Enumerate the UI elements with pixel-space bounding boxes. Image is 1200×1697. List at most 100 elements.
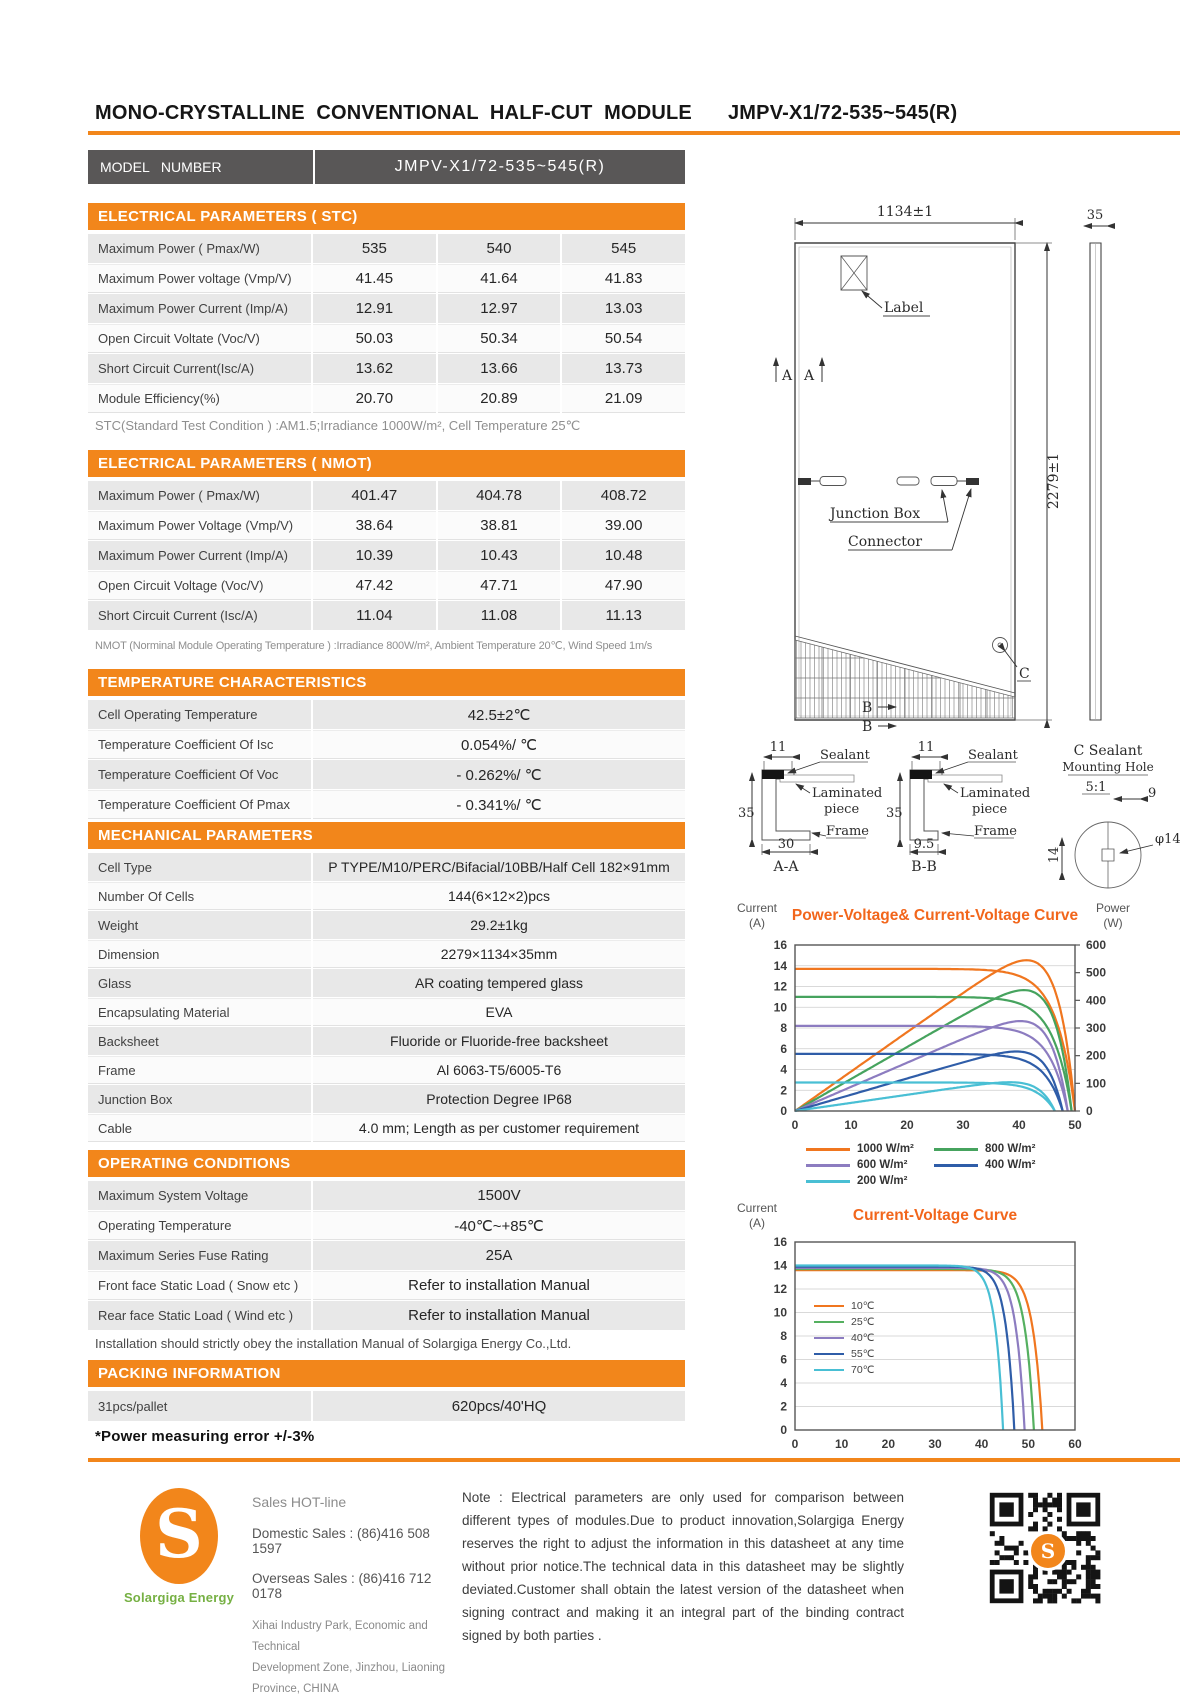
row-label: Encapsulating Material [88, 998, 311, 1026]
svg-text:Frame: Frame [974, 824, 1017, 839]
section-a-a: 11 Sealant Laminated piece 35 Frame 30 A… [738, 740, 882, 875]
connector-left [798, 478, 811, 485]
svg-text:0: 0 [780, 1104, 787, 1118]
power-error-note: *Power measuring error +/-3% [95, 1428, 315, 1445]
company-logo: S Solargiga Energy [114, 1488, 244, 1605]
svg-text:(W): (W) [1103, 916, 1122, 930]
svg-text:Sealant: Sealant [820, 748, 871, 763]
legend-label: 400 W/m² [985, 1159, 1036, 1171]
legend-item: 40℃ [814, 1332, 874, 1344]
row-value: 38.64 [313, 511, 436, 540]
row-label: Maximum Power Voltage (Vmp/V) [88, 511, 311, 540]
row-label: Module Efficiency(%) [88, 384, 311, 413]
svg-text:0: 0 [792, 1437, 799, 1451]
table-row: Maximum Power ( Pmax/W) 535 540 545 [88, 234, 686, 263]
row-label: Front face Static Load ( Snow etc ) [88, 1271, 311, 1300]
legend-swatch [814, 1321, 844, 1323]
row-label: Maximum Power ( Pmax/W) [88, 234, 311, 263]
svg-text:Mounting Hole: Mounting Hole [1062, 760, 1153, 774]
footer-divider [88, 1458, 1180, 1462]
address-line: Xihai Industry Park, Economic and Techni… [252, 1620, 428, 1653]
svg-text:14: 14 [774, 1259, 788, 1273]
svg-text:A-A: A-A [773, 859, 800, 875]
table-row: Maximum Series Fuse Rating 25A [88, 1241, 685, 1270]
row-value: 4.0 mm; Length as per customer requireme… [313, 1114, 685, 1142]
row-label: Backsheet [88, 1027, 311, 1055]
row-value: 620pcs/40'HQ [313, 1391, 685, 1421]
row-value: 50.34 [437, 324, 561, 353]
svg-text:0: 0 [792, 1118, 799, 1132]
table-row: Temperature Coefficient Of Voc - 0.262%/ … [88, 760, 685, 789]
table-row: Number Of Cells 144(6×12×2)pcs [88, 882, 685, 910]
mechanical-table: Cell Type P TYPE/M10/PERC/Bifacial/10BB/H… [88, 853, 685, 1143]
model-number-value: JMPV-X1/72-535~545(R) [315, 150, 685, 184]
operating-table: Maximum System Voltage 1500V Operating Tem… [88, 1181, 685, 1331]
row-label: Frame [88, 1056, 311, 1084]
svg-text:C Sealant: C Sealant [1074, 743, 1143, 759]
logo-text: Solargiga Energy [123, 1590, 235, 1605]
row-value: Al 6063-T5/6005-T6 [313, 1056, 685, 1084]
row-label: Number Of Cells [88, 882, 311, 910]
table-row: Temperature Coefficient Of Pmax - 0.341%/… [88, 790, 685, 819]
row-value: 20.70 [313, 384, 436, 413]
row-value: 47.42 [313, 571, 436, 600]
nmot-footnote: NMOT (Norminal Module Operating Temperat… [95, 640, 653, 652]
svg-text:500: 500 [1086, 966, 1106, 980]
qr-center-logo: S [1028, 1531, 1068, 1571]
svg-text:(A): (A) [749, 1216, 765, 1230]
row-label: Maximum Power Current (Imp/A) [88, 294, 311, 323]
svg-text:40: 40 [975, 1437, 989, 1451]
svg-text:60: 60 [1068, 1437, 1082, 1451]
table-row: Short Circuit Current (Isc/A) 11.04 11.08 1… [88, 601, 686, 630]
row-value: 13.66 [437, 354, 561, 383]
sales-hotline-label: Sales HOT-line [252, 1494, 347, 1510]
row-value: 13.73 [562, 354, 686, 383]
table-row: Maximum System Voltage 1500V [88, 1181, 685, 1210]
address-line: Development Zone, Jinzhou, Liaoning [252, 1662, 446, 1674]
row-label: 31pcs/pallet [88, 1391, 311, 1421]
table-row: Cell Type P TYPE/M10/PERC/Bifacial/10BB/H… [88, 853, 685, 881]
row-label: Maximum Power ( Pmax/W) [88, 481, 311, 510]
row-value: 11.04 [313, 601, 436, 630]
table-row: Open Circuit Voltate (Voc/V) 50.03 50.34 50… [88, 324, 686, 353]
legal-note: Note : Electrical parameters are only us… [462, 1490, 904, 1643]
model-number-row: MODEL NUMBER JMPV-X1/72-535~545(R) [88, 150, 685, 184]
logo-mark: S [140, 1488, 218, 1584]
nmot-table: Maximum Power ( Pmax/W) 401.47 404.78 408.7… [88, 481, 686, 631]
svg-text:100: 100 [1086, 1076, 1106, 1090]
row-value: 41.45 [313, 264, 436, 293]
row-value: 20.89 [437, 384, 561, 413]
row-label: Temperature Coefficient Of Voc [88, 760, 311, 789]
row-value: 545 [562, 234, 686, 263]
title-divider [88, 131, 1180, 135]
junction-box-callout: Junction Box [828, 506, 920, 522]
svg-text:Sealant: Sealant [968, 748, 1019, 763]
legend-label: 10℃ [851, 1300, 875, 1312]
table-row: 31pcs/pallet 620pcs/40'HQ [88, 1391, 685, 1421]
row-value: 10.39 [313, 541, 436, 570]
row-value: AR coating tempered glass [313, 969, 685, 997]
section-b-marker: B [862, 719, 872, 735]
row-value: 47.90 [562, 571, 686, 600]
svg-text:9.5: 9.5 [914, 837, 935, 852]
row-value: 2279×1134×35mm [313, 940, 685, 968]
svg-text:200: 200 [1086, 1049, 1106, 1063]
table-row: Maximum Power Current (Imp/A) 10.39 10.43 1… [88, 541, 686, 570]
row-value: 404.78 [437, 481, 561, 510]
legend-swatch [814, 1353, 844, 1355]
page-title: MONO-CRYSTALLINE CONVENTIONAL HALF-CUT M… [95, 102, 692, 124]
legend-label: 800 W/m² [985, 1143, 1036, 1155]
dim-width-label: 1134±1 [877, 204, 933, 220]
row-value: 144(6×12×2)pcs [313, 882, 685, 910]
legend-label: 600 W/m² [857, 1159, 908, 1171]
row-label: Junction Box [88, 1085, 311, 1113]
table-row: Open Circuit Voltage (Voc/V) 47.42 47.71 47… [88, 571, 686, 600]
table-row: Frame Al 6063-T5/6005-T6 [88, 1056, 685, 1084]
legend-swatch [814, 1369, 844, 1371]
domestic-sales: Domestic Sales : (86)416 508 1597 [252, 1526, 430, 1556]
svg-text:14: 14 [1047, 847, 1062, 864]
row-label: Rear face Static Load ( Wind etc ) [88, 1301, 311, 1330]
table-row: Dimension 2279×1134×35mm [88, 940, 685, 968]
svg-text:piece: piece [824, 802, 859, 817]
row-value: 11.13 [562, 601, 686, 630]
